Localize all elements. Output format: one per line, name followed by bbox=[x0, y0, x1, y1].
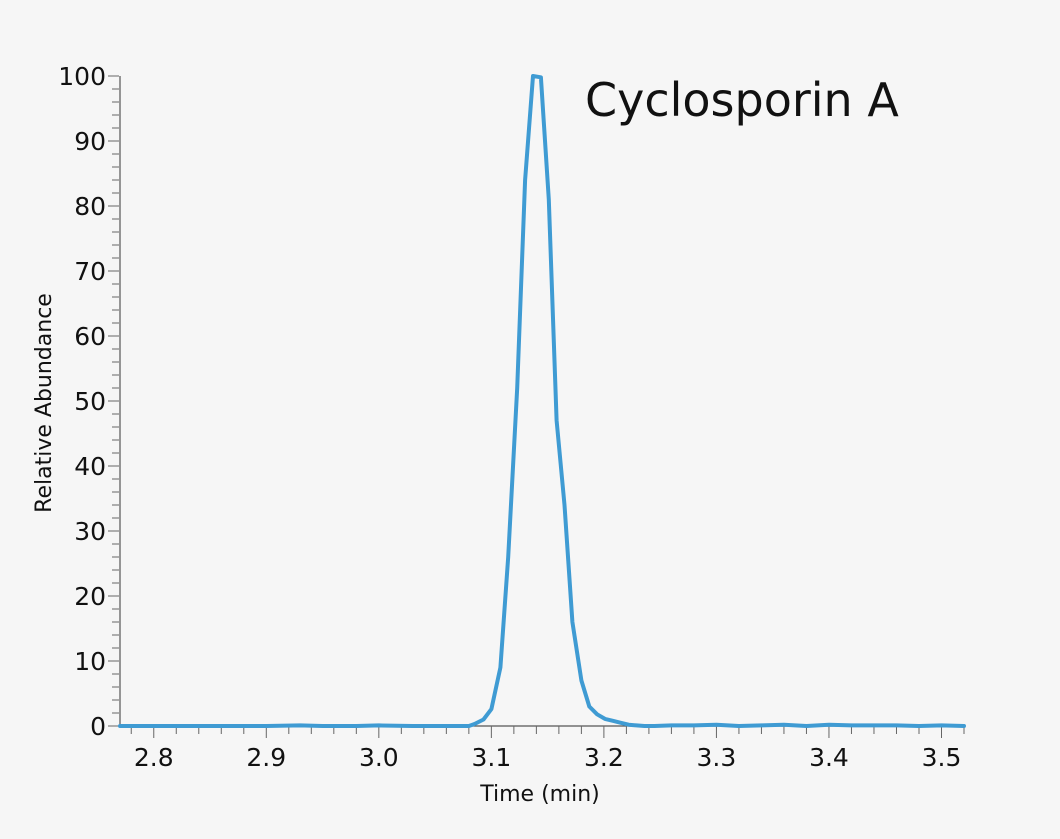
y-tick-label: 60 bbox=[74, 322, 106, 351]
y-tick-label: 40 bbox=[74, 452, 106, 481]
y-tick-label: 30 bbox=[74, 517, 106, 546]
x-tick-label: 2.8 bbox=[134, 743, 174, 772]
x-tick-label: 3.0 bbox=[359, 743, 399, 772]
x-tick-label: 3.1 bbox=[471, 743, 511, 772]
x-tick-label: 3.2 bbox=[584, 743, 624, 772]
x-tick-label: 3.5 bbox=[922, 743, 962, 772]
x-tick-label: 2.9 bbox=[246, 743, 286, 772]
plot-area bbox=[118, 74, 966, 728]
y-tick-label: 70 bbox=[74, 257, 106, 286]
x-tick-label: 3.4 bbox=[809, 743, 849, 772]
axes: 0 10 20 30 40 50 60 70 80 90 100 2.8 2.9 3.0 3.1 3.2 3.3… bbox=[58, 62, 965, 772]
y-tick-label: 100 bbox=[58, 62, 106, 91]
y-axis-title: Relative Abundance bbox=[32, 293, 57, 513]
x-axis-title: Time (min) bbox=[479, 782, 600, 807]
x-tick-label: 3.3 bbox=[697, 743, 737, 772]
y-tick-label: 50 bbox=[74, 387, 106, 416]
chart-title: Cyclosporin A bbox=[585, 73, 899, 127]
series-line bbox=[118, 74, 966, 728]
y-tick-label: 10 bbox=[74, 647, 106, 676]
y-tick-label: 80 bbox=[74, 192, 106, 221]
y-tick-label: 0 bbox=[90, 712, 106, 741]
y-tick-label: 90 bbox=[74, 127, 106, 156]
y-tick-label: 20 bbox=[74, 582, 106, 611]
